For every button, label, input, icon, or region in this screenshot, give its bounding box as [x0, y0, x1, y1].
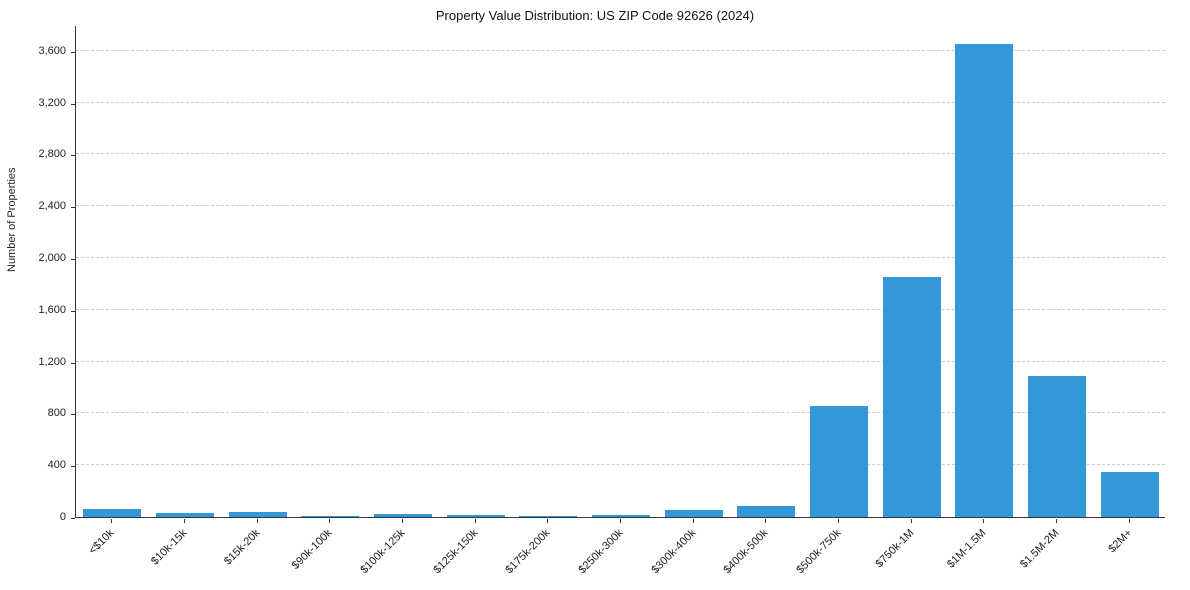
x-tick-mark	[402, 519, 403, 523]
y-tick-mark	[71, 259, 75, 261]
gridline	[76, 101, 1165, 103]
y-tick-label: 400	[47, 459, 66, 472]
bar-$175k-200k	[519, 515, 578, 517]
y-tick-label: 2,000	[38, 252, 66, 265]
gridline	[76, 412, 1165, 414]
x-tick-mark	[765, 519, 767, 523]
y-tick-mark	[71, 51, 75, 53]
x-tick-mark	[329, 519, 331, 523]
y-tick-mark	[71, 518, 75, 519]
y-tick-mark	[71, 414, 75, 416]
bar-$125k-150k	[446, 515, 505, 517]
bar-$1M-1.5M	[955, 44, 1014, 517]
bar-$2M+	[1100, 471, 1159, 517]
y-tick-label: 2,400	[38, 200, 66, 213]
gridline	[76, 308, 1165, 310]
bar-$100k-125k	[373, 513, 433, 517]
y-tick-label: 800	[47, 407, 66, 420]
x-tick-mark	[547, 519, 549, 523]
y-tick-label: 0	[59, 511, 66, 523]
gridline	[76, 464, 1165, 466]
bar-$15k-20k	[228, 511, 287, 517]
bar-$750k-1M	[882, 277, 941, 517]
x-tick-label: <$10k	[86, 527, 117, 557]
bar-$400k-500k	[737, 506, 796, 517]
chart-title: Property Value Distribution: US ZIP Code…	[435, 8, 755, 23]
bar-$500k-750k	[809, 406, 869, 517]
x-tick-mark	[620, 519, 621, 523]
x-tick-mark	[1056, 519, 1057, 523]
y-tick-mark	[71, 362, 75, 364]
x-tick-mark	[256, 519, 258, 523]
y-tick-mark	[71, 310, 75, 312]
gridline	[76, 257, 1165, 259]
bar-$10k-15k	[155, 513, 215, 517]
gridline	[76, 49, 1165, 51]
y-tick-mark	[71, 466, 75, 468]
y-tick-label: 2,800	[38, 148, 66, 161]
gridline	[76, 205, 1165, 207]
bar-$90k-100k	[301, 515, 360, 517]
plot-area	[75, 26, 1165, 518]
bar-$250k-300k	[591, 515, 651, 517]
bar-$1.5M-2M	[1027, 375, 1087, 517]
bar-$300k-400k	[664, 509, 723, 517]
x-tick-mark	[111, 519, 113, 523]
y-tick-label: 1,200	[38, 355, 66, 368]
gridline	[76, 360, 1165, 362]
y-tick-label: 3,200	[38, 96, 66, 109]
x-tick-mark	[184, 519, 185, 523]
bar-<$10k	[83, 508, 142, 517]
x-tick-mark	[692, 519, 694, 523]
x-tick-mark	[1128, 519, 1130, 523]
y-tick-mark	[71, 103, 75, 105]
y-tick-label: 3,600	[38, 44, 66, 57]
y-tick-mark	[71, 207, 75, 209]
x-tick-mark	[474, 519, 476, 523]
x-tick-mark	[838, 519, 839, 523]
y-tick-mark	[71, 155, 75, 157]
gridline	[76, 153, 1165, 155]
y-tick-label: 1,600	[38, 303, 66, 316]
x-tick-mark	[910, 519, 912, 523]
x-tick-mark	[983, 519, 985, 523]
